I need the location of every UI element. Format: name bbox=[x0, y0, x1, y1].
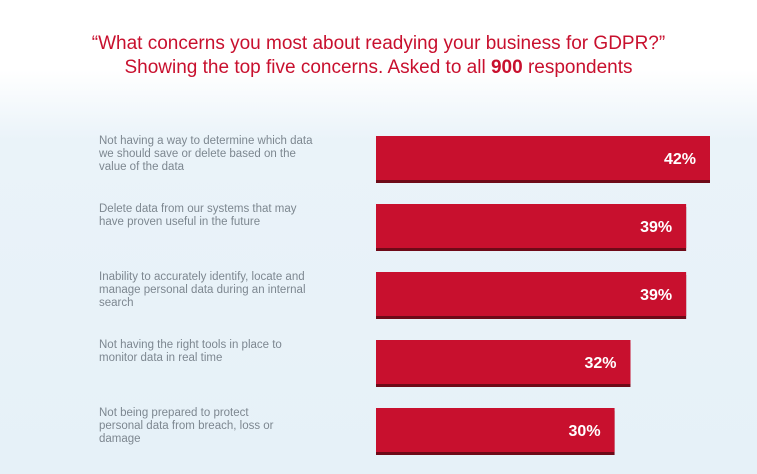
category-label: Not having a way to determine which data… bbox=[98, 135, 313, 173]
chart-subtitle-prefix: Showing the top five concerns. Asked to … bbox=[124, 57, 491, 78]
category-label-line: Not being prepared to protect bbox=[99, 407, 249, 419]
category-label-line: have proven useful in the future bbox=[99, 216, 260, 228]
category-label-line: Not having the right tools in place to bbox=[99, 339, 282, 351]
category-label-line: damage bbox=[99, 433, 141, 445]
category-label: Not being prepared to protect personal da… bbox=[99, 407, 274, 445]
bar bbox=[376, 340, 631, 384]
category-label-line: Delete data from our systems that may bbox=[99, 203, 297, 215]
bar-value-label: 42% bbox=[664, 151, 696, 168]
bar-row: 32% Not having the right tools in place t… bbox=[99, 339, 631, 387]
bar-row: 42% Not having a way to determine which d… bbox=[98, 135, 710, 183]
category-label-line: search bbox=[99, 297, 134, 309]
bar-value-label: 39% bbox=[640, 287, 672, 304]
chart-subtitle-suffix: respondents bbox=[522, 57, 633, 78]
category-label: Delete data from our systems that may hav… bbox=[99, 203, 297, 228]
bar-row: 30% Not being prepared to protect personal… bbox=[99, 407, 615, 455]
category-label-line: Not having a way to determine which data bbox=[99, 135, 313, 147]
bar bbox=[376, 408, 615, 452]
bar-value-label: 32% bbox=[584, 355, 616, 372]
bar bbox=[376, 272, 687, 316]
category-label-line: value of the data bbox=[99, 161, 185, 173]
chart-title: “What concerns you most about readying y… bbox=[0, 32, 757, 80]
bar-row: 39% Inability to accurately identify, loc… bbox=[99, 271, 687, 319]
category-label-line: personal data from breach, loss or bbox=[99, 420, 274, 432]
bar bbox=[376, 136, 710, 180]
chart-subtitle: Showing the top five concerns. Asked to … bbox=[0, 56, 757, 80]
bar-row: 39% Delete data from our systems that may… bbox=[99, 203, 687, 251]
category-label-line: manage personal data during an internal bbox=[99, 284, 306, 296]
bar-value-label: 30% bbox=[569, 423, 601, 440]
category-label: Inability to accurately identify, locate… bbox=[99, 271, 306, 309]
respondent-count: 900 bbox=[490, 57, 523, 78]
category-label: Not having the right tools in place to mo… bbox=[99, 339, 282, 364]
bar bbox=[376, 204, 687, 248]
category-label-line: monitor data in real time bbox=[99, 352, 222, 364]
category-label-line: we should save or delete based on the bbox=[98, 148, 296, 160]
bar-value-label: 39% bbox=[640, 219, 672, 236]
category-label-line: Inability to accurately identify, locate… bbox=[99, 271, 305, 283]
chart-title-line1: “What concerns you most about readying y… bbox=[91, 33, 666, 54]
